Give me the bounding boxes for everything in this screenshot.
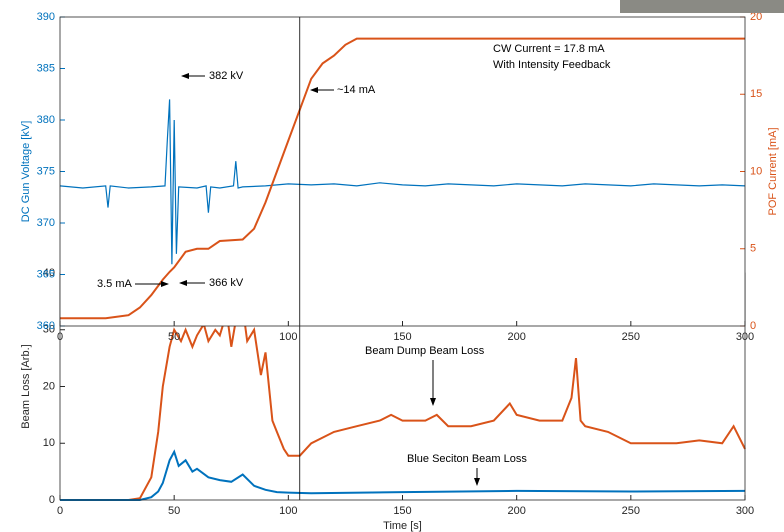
x-tick-label: 200 — [507, 331, 525, 343]
annotations-bottom: Beam Dump Beam Loss Blue Seciton Beam Lo… — [365, 345, 527, 486]
x-axis-label: Time [s] — [383, 520, 422, 532]
y2-tick-label: 0 — [750, 320, 756, 332]
x-tick-label: 50 — [168, 331, 180, 343]
annotation: 382 kV — [209, 70, 244, 82]
annotation: With Intensity Feedback — [493, 59, 611, 71]
x-tick-label: 0 — [57, 331, 63, 343]
annotation: 3.5 mA — [97, 278, 133, 290]
plot-area — [60, 17, 745, 326]
y2-tick-label: 20 — [750, 11, 762, 23]
annotations-top: 382 kV 366 kV 3.5 mA ~14 mA CW Current =… — [97, 43, 611, 290]
x-tick-label: 100 — [279, 331, 297, 343]
data-line — [60, 449, 746, 501]
y-axis-label: Beam Loss [Arb.] — [20, 344, 32, 428]
panel: 0 50 100 150 200 250 300 360 365 370 375 380 385 390 0… — [20, 11, 779, 343]
data-line — [60, 306, 746, 501]
y-tick-label: 10 — [43, 437, 55, 449]
y-tick-label: 360 — [37, 320, 55, 332]
y-tick-label: 30 — [43, 324, 55, 336]
y2-tick-label: 10 — [750, 165, 762, 177]
x-tick-label: 300 — [736, 505, 754, 517]
y-tick-label: 380 — [37, 114, 55, 126]
annotation: ~14 mA — [337, 84, 376, 96]
y-tick-label: 365 — [37, 268, 55, 280]
y-tick-label: 20 — [43, 380, 55, 392]
x-tick-label: 50 — [168, 505, 180, 517]
y-tick-label: 40 — [43, 267, 55, 279]
x-tick-label: 250 — [622, 331, 640, 343]
annotation: Beam Dump Beam Loss — [365, 345, 485, 357]
x-tick-label: 100 — [279, 505, 297, 517]
y-tick-label: 375 — [37, 165, 55, 177]
x-tick-label: 0 — [57, 505, 63, 517]
x-tick-label: 150 — [393, 331, 411, 343]
x-tick-label: 250 — [622, 505, 640, 517]
y-tick-label: 0 — [49, 494, 55, 506]
y-axis-label: DC Gun Voltage [kV] — [20, 121, 32, 223]
x-tick-label: 300 — [736, 331, 754, 343]
y-tick-label: 370 — [37, 217, 55, 229]
annotation: CW Current = 17.8 mA — [493, 43, 605, 55]
data-line — [59, 99, 746, 265]
x-tick-label: 150 — [393, 505, 411, 517]
y2-axis-label: POF Current [mA] — [767, 127, 779, 215]
y-tick-label: 390 — [37, 11, 55, 23]
y2-tick-label: 5 — [750, 243, 756, 255]
y2-tick-label: 15 — [750, 88, 762, 100]
y-tick-label: 385 — [37, 62, 55, 74]
photo-strip — [620, 0, 784, 13]
annotation: 366 kV — [209, 277, 244, 289]
data-line — [60, 37, 745, 320]
annotation: Blue Seciton Beam Loss — [407, 453, 527, 465]
x-tick-label: 200 — [507, 505, 525, 517]
axes-box — [59, 16, 746, 327]
